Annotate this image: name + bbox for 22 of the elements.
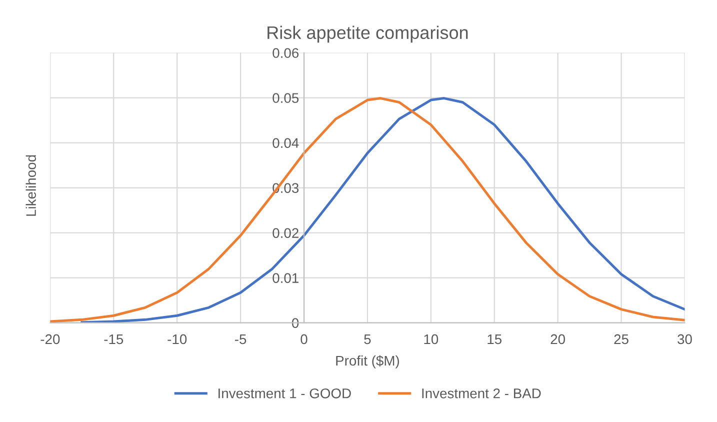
x-tick-label: 20 — [550, 334, 566, 344]
x-tick-label: 0 — [300, 334, 308, 344]
x-tick-label: -20 — [40, 334, 60, 344]
chart-title: Risk appetite comparison — [268, 26, 468, 43]
y-tick-label: 0.05 — [272, 93, 299, 103]
x-tick-label: -5 — [234, 334, 246, 344]
x-tick-label: -15 — [104, 334, 124, 344]
y-tick-label: 0.06 — [272, 48, 299, 58]
legend-label: Investment 1 - GOOD — [218, 388, 351, 398]
y-tick-label: 0.04 — [272, 138, 299, 148]
legend-label: Investment 2 - BAD — [422, 388, 541, 398]
y-axis-title: Likelihood — [26, 155, 36, 216]
x-tick-label: 5 — [364, 334, 371, 344]
x-tick-label: 15 — [488, 334, 502, 344]
y-tick-label: 0 — [292, 318, 299, 328]
x-tick-label: 30 — [678, 334, 692, 344]
y-tick-label: 0.02 — [272, 228, 298, 238]
x-tick-label: 10 — [424, 334, 438, 344]
x-tick-label: -10 — [168, 334, 187, 344]
x-axis-title: Profit ($M) — [336, 355, 400, 368]
x-tick-label: 25 — [614, 334, 628, 344]
y-tick-label: 0.01 — [272, 273, 298, 283]
